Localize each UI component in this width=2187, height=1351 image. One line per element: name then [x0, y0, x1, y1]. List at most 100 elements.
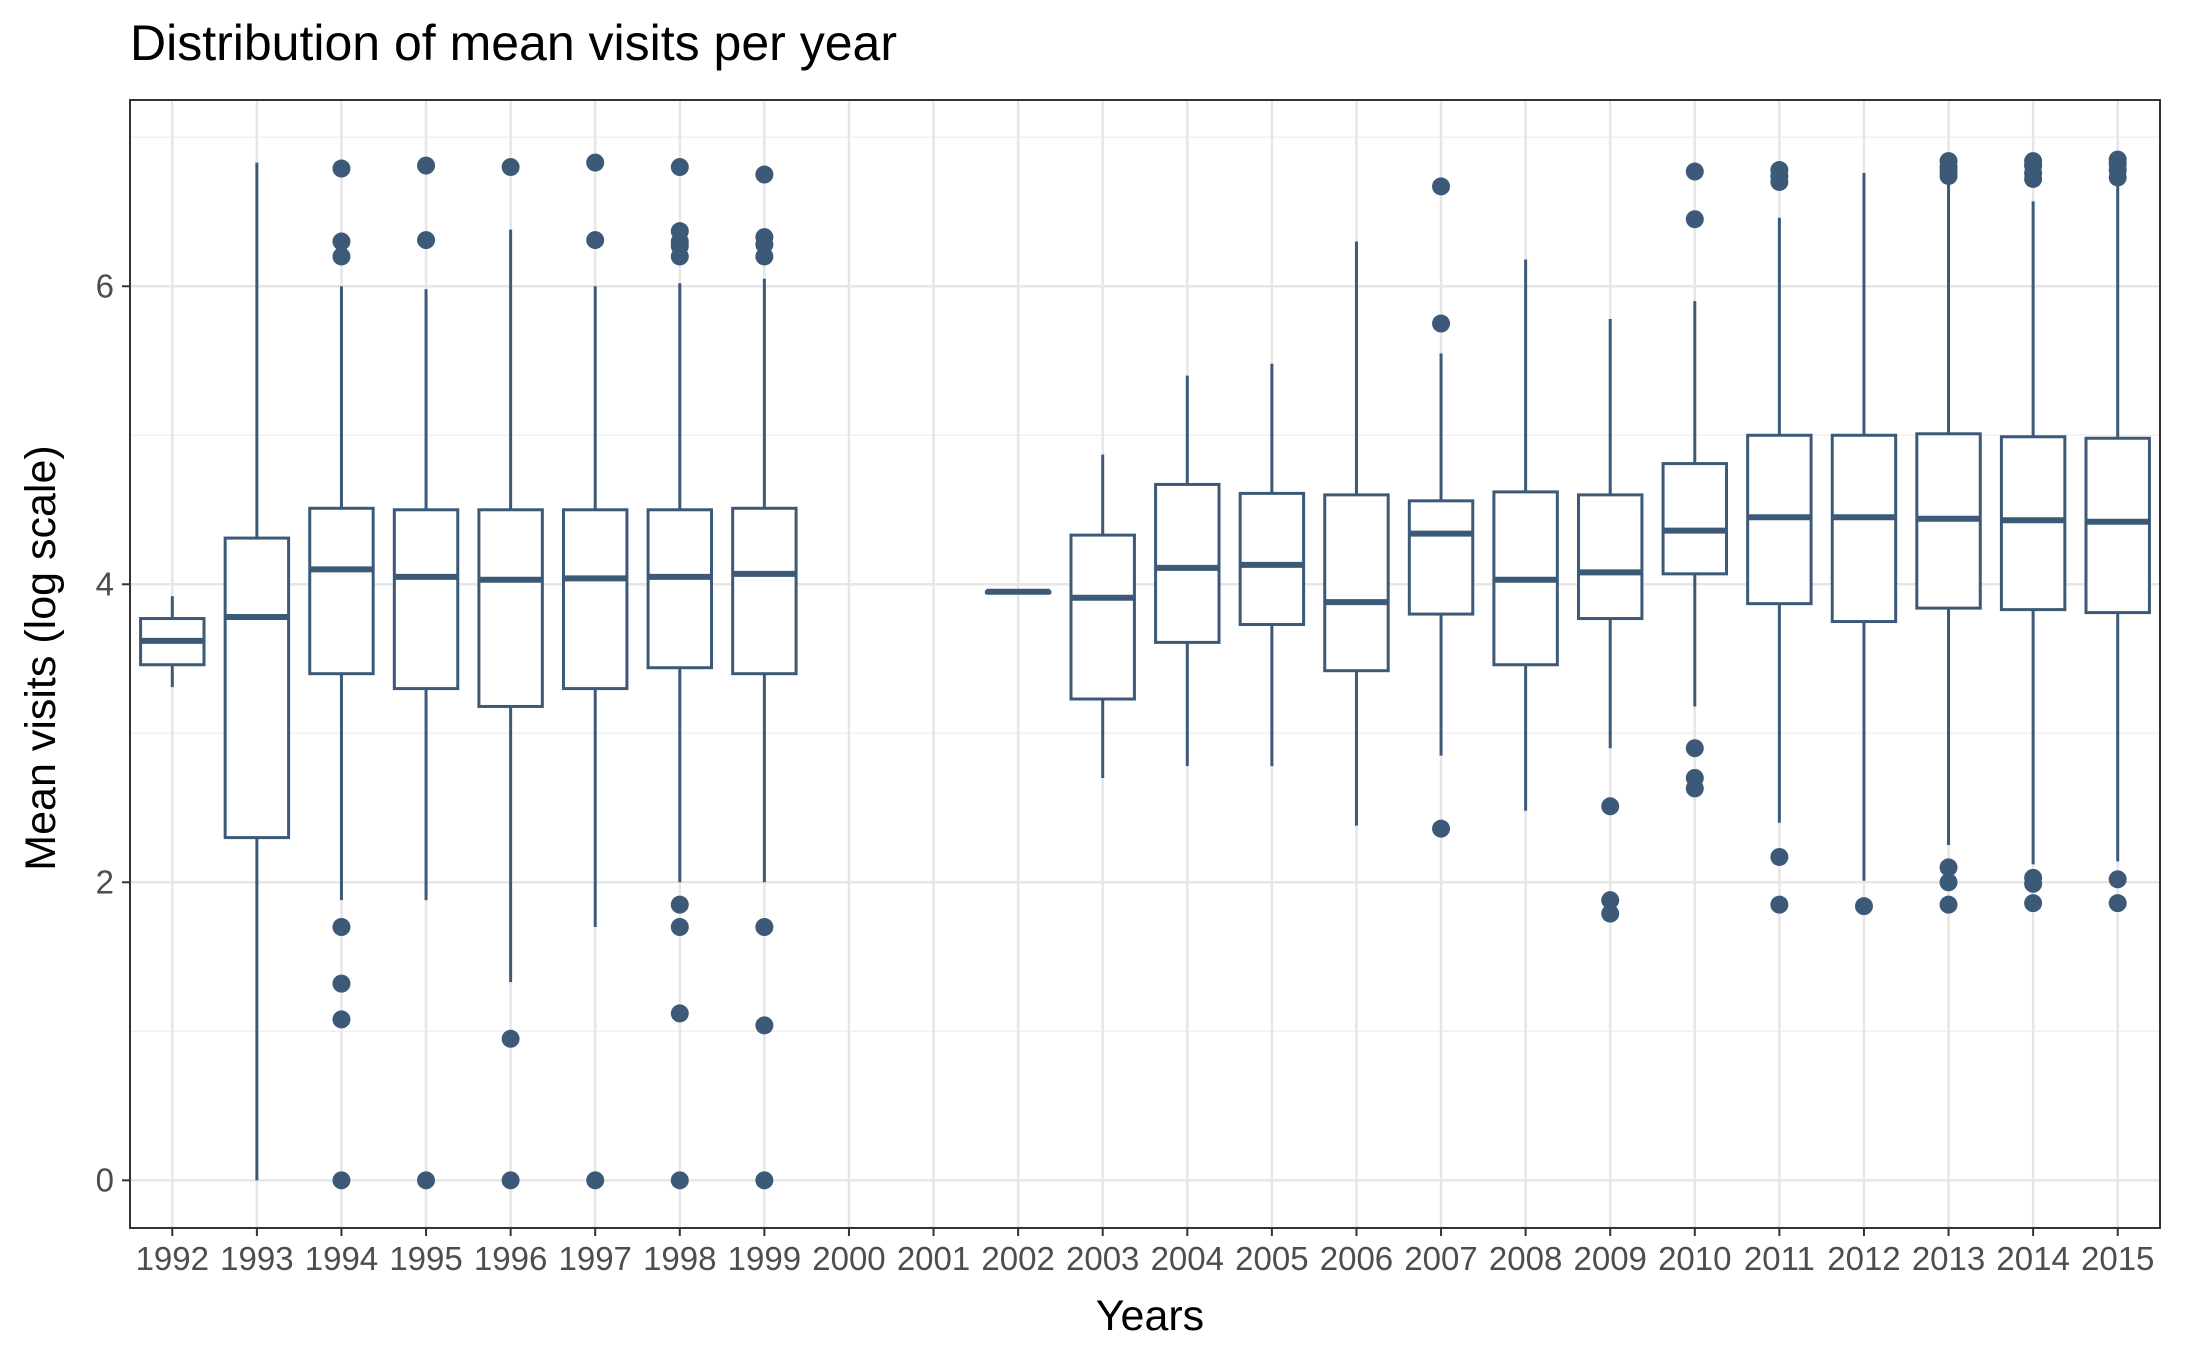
outlier-point [501, 1029, 520, 1048]
outlier-point [2108, 894, 2127, 913]
outlier-point [1770, 895, 1789, 914]
x-tick-label: 2007 [1404, 1240, 1477, 1277]
box-iqr [561, 508, 629, 691]
box-2009 [1576, 319, 1644, 923]
y-tick-label: 2 [96, 863, 114, 900]
x-axis: 1992 1993 1994 1995 1996 1997 1998 1999 2000 2001… [136, 1228, 2154, 1277]
box-iqr [2084, 436, 2151, 615]
box-1999 [731, 165, 798, 1190]
outlier-point [586, 1171, 605, 1190]
outlier-point [1685, 739, 1704, 758]
outlier-point [2108, 870, 2127, 889]
x-tick-label: 1998 [643, 1240, 716, 1277]
box-2015 [2084, 150, 2151, 913]
box-iqr [1407, 499, 1475, 616]
box-2008 [1492, 259, 1559, 811]
box-2007 [1407, 177, 1475, 838]
x-axis-label: Years [1096, 1292, 1204, 1340]
x-tick-label: 2011 [1744, 1240, 1815, 1277]
box-iqr [646, 508, 714, 670]
x-tick-label: 1994 [305, 1240, 378, 1277]
x-tick-label: 1999 [728, 1240, 801, 1277]
outlier-point [1601, 904, 1620, 923]
x-tick-label: 2015 [2081, 1240, 2154, 1277]
box-1994 [308, 159, 375, 1190]
box-iqr [1154, 482, 1221, 644]
x-tick-label: 2004 [1151, 1240, 1224, 1277]
box-iqr [1830, 433, 1898, 624]
box-iqr [223, 536, 291, 840]
y-tick-label: 6 [96, 267, 114, 304]
x-tick-label: 2008 [1489, 1240, 1562, 1277]
outlier-point [1685, 210, 1704, 229]
box-1993 [223, 162, 291, 1181]
outlier-point [2024, 874, 2043, 893]
y-axis: 0 2 4 6 [96, 267, 130, 1198]
outlier-point [1939, 858, 1958, 877]
x-tick-label: 2006 [1320, 1240, 1393, 1277]
outlier-point [1432, 314, 1451, 333]
outlier-point [586, 231, 605, 250]
box-iqr [1069, 533, 1136, 701]
x-tick-label: 2000 [812, 1240, 885, 1277]
outlier-point [1601, 891, 1620, 910]
box-1997 [561, 153, 629, 1190]
box-iqr [1576, 493, 1644, 621]
outlier-point [332, 1010, 351, 1029]
outlier-point [417, 231, 436, 250]
x-tick-label: 2003 [1066, 1240, 1139, 1277]
box-1995 [392, 156, 460, 1190]
box-2013 [1915, 152, 1982, 914]
box-2003 [1069, 454, 1136, 778]
outlier-point [586, 153, 605, 172]
outlier-point [670, 1171, 689, 1190]
x-tick-label: 2005 [1235, 1240, 1308, 1277]
outlier-point [755, 1171, 774, 1190]
outlier-point [670, 1004, 689, 1023]
box-2010 [1661, 162, 1729, 798]
outlier-point [501, 158, 520, 177]
outlier-point [1939, 895, 1958, 914]
outlier-point [755, 165, 774, 184]
x-tick-label: 1993 [220, 1240, 293, 1277]
outlier-point [670, 158, 689, 177]
outlier-point [1432, 819, 1451, 838]
box-1998 [646, 158, 714, 1190]
box-2004 [1154, 375, 1221, 767]
outlier-point [1939, 166, 1958, 185]
x-tick-label: 1992 [136, 1240, 209, 1277]
outlier-point [417, 156, 436, 175]
box-iqr [1661, 462, 1729, 576]
outlier-point [1770, 172, 1789, 191]
box-iqr [477, 508, 544, 708]
box-iqr [731, 506, 798, 676]
box-1996 [477, 158, 544, 1190]
outlier-point [501, 1171, 520, 1190]
outlier-point [1685, 779, 1704, 798]
outlier-point [332, 247, 351, 266]
y-tick-label: 4 [96, 565, 114, 602]
y-axis-label: Mean visits (log scale) [17, 445, 65, 870]
x-tick-label: 2014 [1996, 1240, 2069, 1277]
outlier-point [755, 918, 774, 937]
outlier-point [417, 1171, 436, 1190]
outlier-point [755, 247, 774, 266]
x-tick-label: 2012 [1827, 1240, 1900, 1277]
outlier-point [332, 918, 351, 937]
x-tick-label: 2009 [1573, 1240, 1646, 1277]
box-1992 [139, 596, 206, 688]
x-tick-label: 2010 [1658, 1240, 1731, 1277]
x-tick-label: 1995 [389, 1240, 462, 1277]
outlier-point [1854, 897, 1873, 916]
outlier-point [670, 247, 689, 266]
outlier-point [1770, 847, 1789, 866]
box-2011 [1746, 161, 1813, 914]
box-iqr [1323, 493, 1390, 673]
outlier-point [2024, 169, 2043, 188]
box-2012 [1830, 173, 1898, 916]
y-tick-label: 0 [96, 1161, 114, 1198]
outlier-point [1685, 162, 1704, 181]
x-tick-label: 1997 [558, 1240, 631, 1277]
outlier-point [670, 895, 689, 914]
